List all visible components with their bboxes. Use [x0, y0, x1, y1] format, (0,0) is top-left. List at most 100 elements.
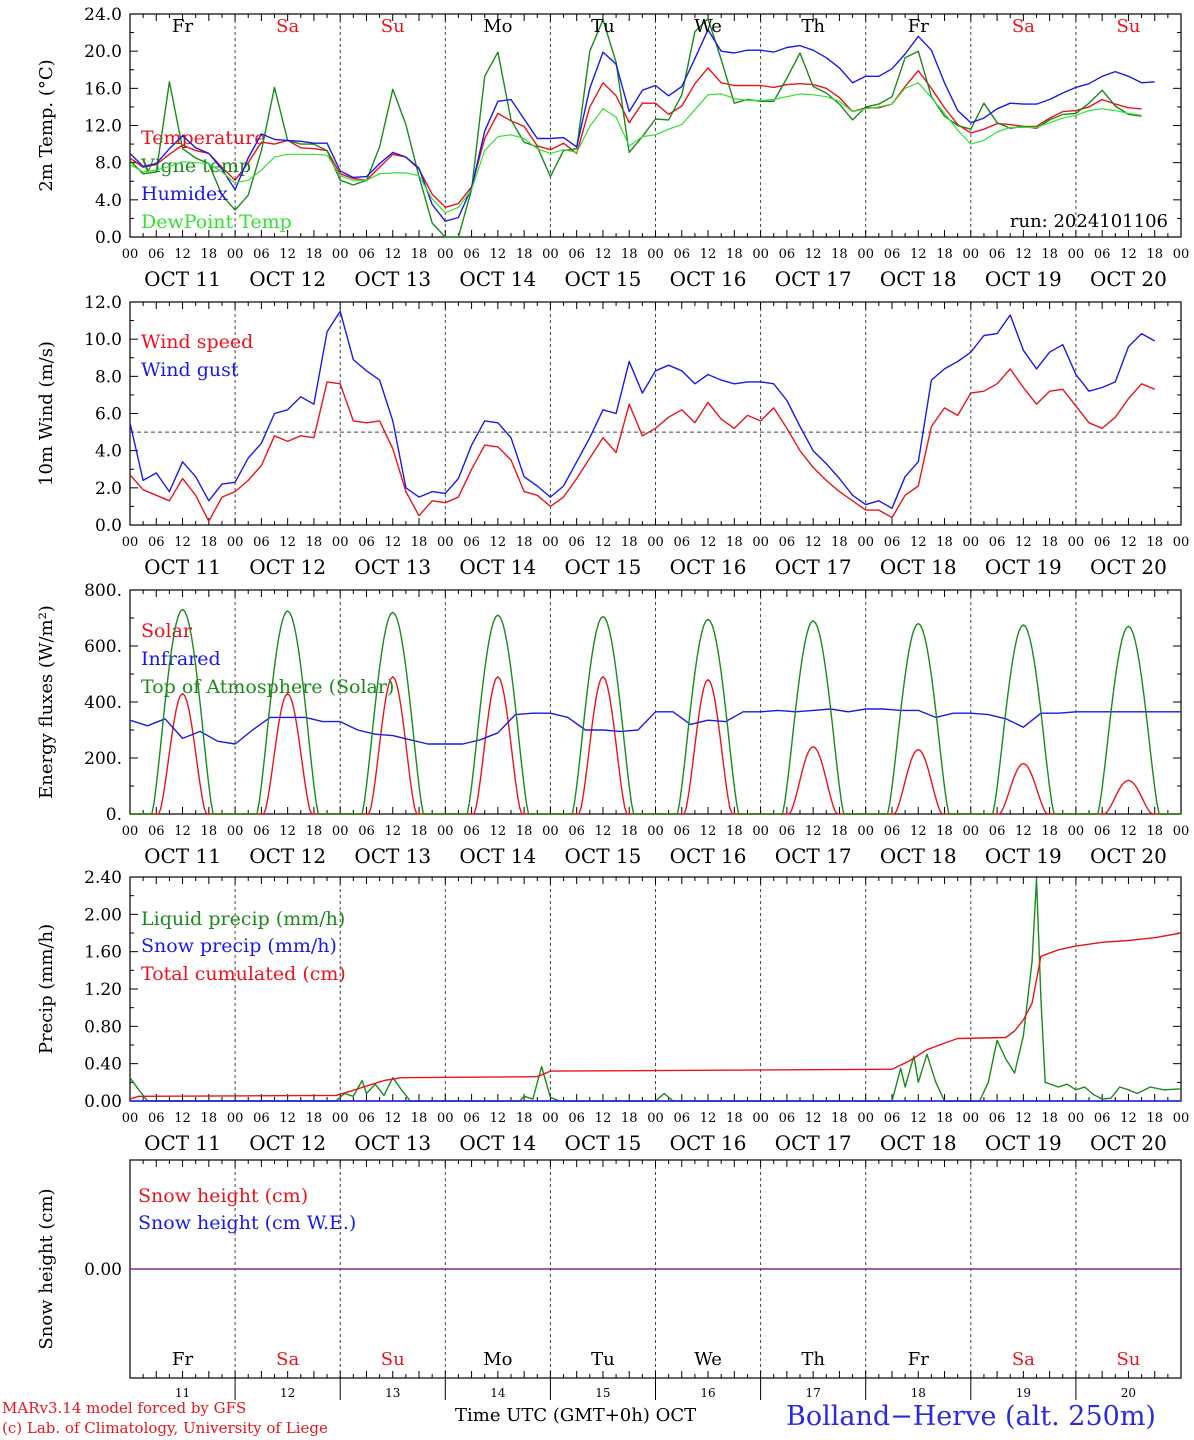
hour-tick-label: 00 [1173, 535, 1190, 550]
hour-tick-label: 18 [1041, 247, 1058, 262]
date-label: OCT 16 [670, 555, 747, 579]
date-label: OCT 14 [459, 844, 536, 868]
hour-tick-label: 18 [621, 247, 638, 262]
hour-tick-label: 12 [805, 1111, 822, 1126]
date-label: OCT 12 [249, 844, 326, 868]
month-label: OCT [655, 1405, 697, 1426]
legend-entry: Humidex [141, 183, 228, 205]
legend-entry: Temperature [141, 127, 265, 149]
day-number-label: 18 [911, 1386, 926, 1400]
date-label: OCT 11 [144, 844, 221, 868]
date-label: OCT 18 [880, 844, 957, 868]
hour-tick-label: 06 [884, 247, 901, 262]
hour-tick-label: 12 [384, 247, 401, 262]
hour-tick-label: 12 [1120, 247, 1137, 262]
hour-tick-label: 06 [148, 535, 165, 550]
hour-tick-label: 12 [490, 824, 507, 839]
hour-tick-label: 00 [542, 535, 559, 550]
y-tick-label: 0.0 [95, 228, 122, 248]
hour-tick-label: 18 [306, 247, 323, 262]
date-label: OCT 19 [985, 267, 1062, 291]
hour-tick-label: 06 [674, 1111, 691, 1126]
hour-tick-label: 00 [122, 824, 139, 839]
date-label: OCT 19 [985, 1131, 1062, 1155]
date-label: OCT 15 [565, 844, 642, 868]
legend-entry: Snow precip (mm/h) [141, 935, 337, 957]
hour-tick-label: 12 [910, 247, 927, 262]
hour-tick-label: 18 [1041, 535, 1058, 550]
legend-entry: Wind speed [141, 331, 253, 353]
weekday-label: Su [381, 1349, 405, 1370]
hour-tick-label: 00 [122, 535, 139, 550]
hour-tick-label: 06 [463, 1111, 480, 1126]
date-label: OCT 12 [249, 1131, 326, 1155]
date-label: OCT 12 [249, 267, 326, 291]
hour-tick-label: 00 [752, 1111, 769, 1126]
hour-tick-label: 00 [1173, 247, 1190, 262]
hour-tick-label: 00 [963, 247, 980, 262]
date-label: OCT 16 [670, 1131, 747, 1155]
date-label: OCT 20 [1090, 267, 1167, 291]
series-line-dewpoint-temp [129, 82, 1142, 214]
hour-tick-label: 12 [279, 247, 296, 262]
y-tick-label: 0.00 [84, 1092, 122, 1112]
date-label: OCT 20 [1090, 555, 1167, 579]
hour-tick-label: 06 [674, 824, 691, 839]
date-label: OCT 17 [775, 844, 852, 868]
hour-tick-label: 00 [122, 247, 139, 262]
y-tick-label: 10.0 [84, 330, 122, 350]
y-tick-label: 12.0 [84, 117, 122, 137]
model-credit: MARv3.14 model forced by GFS [2, 1399, 247, 1417]
hour-tick-label: 12 [279, 1111, 296, 1126]
y-axis-label: Snow height (cm) [36, 1188, 57, 1349]
y-tick-label: 0.40 [84, 1055, 122, 1075]
date-label: OCT 19 [985, 844, 1062, 868]
legend-entry: Liquid precip (mm/h) [141, 908, 345, 930]
hour-tick-label: 06 [253, 247, 270, 262]
weekday-label: Th [801, 16, 825, 37]
hour-tick-label: 00 [437, 1111, 454, 1126]
hour-tick-label: 18 [1041, 1111, 1058, 1126]
date-label: OCT 20 [1090, 1131, 1167, 1155]
hour-tick-label: 18 [936, 824, 953, 839]
hour-tick-label: 06 [989, 247, 1006, 262]
series-line-wind-gust [129, 310, 1156, 509]
hour-tick-label: 06 [884, 535, 901, 550]
y-tick-label: 0.00 [84, 1260, 122, 1280]
hour-tick-label: 12 [700, 1111, 717, 1126]
hour-tick-label: 12 [1120, 824, 1137, 839]
date-label: OCT 18 [880, 555, 957, 579]
y-tick-label: 8.0 [95, 154, 122, 174]
hour-tick-label: 06 [358, 535, 375, 550]
hour-tick-label: 18 [411, 247, 428, 262]
date-label: OCT 17 [775, 267, 852, 291]
hour-tick-label: 06 [463, 824, 480, 839]
hour-tick-label: 18 [516, 1111, 533, 1126]
hour-tick-label: 12 [174, 1111, 191, 1126]
weekday-label: Fr [172, 1349, 193, 1370]
hour-tick-label: 12 [805, 535, 822, 550]
hour-tick-label: 06 [1094, 824, 1111, 839]
hour-tick-label: 00 [647, 535, 664, 550]
y-tick-label: 2.00 [84, 905, 122, 925]
legend-entry: Snow height (cm W.E.) [138, 1212, 356, 1234]
weekday-label: Su [381, 16, 405, 37]
hour-tick-label: 00 [227, 824, 244, 839]
hour-tick-label: 18 [936, 535, 953, 550]
weekday-label: Tu [591, 16, 615, 37]
weekday-label: Mo [483, 1349, 512, 1370]
hour-tick-label: 06 [358, 1111, 375, 1126]
time-axis-label: Time UTC (GMT+0h) OCT [455, 1405, 696, 1426]
y-tick-label: 20.0 [84, 42, 122, 62]
day-number-label: 14 [490, 1386, 506, 1400]
series-line-humidex [129, 29, 1155, 222]
hour-tick-label: 00 [1068, 535, 1085, 550]
legend-entry: DewPoint Temp [141, 211, 292, 233]
date-label: OCT 13 [354, 555, 431, 579]
hour-tick-label: 18 [831, 535, 848, 550]
day-number-label: 19 [1016, 1386, 1031, 1400]
date-label: OCT 15 [565, 267, 642, 291]
y-tick-label: 400. [84, 693, 122, 713]
legend-entry: Total cumulated (cm) [141, 963, 346, 985]
y-tick-label: 24.0 [84, 5, 122, 25]
